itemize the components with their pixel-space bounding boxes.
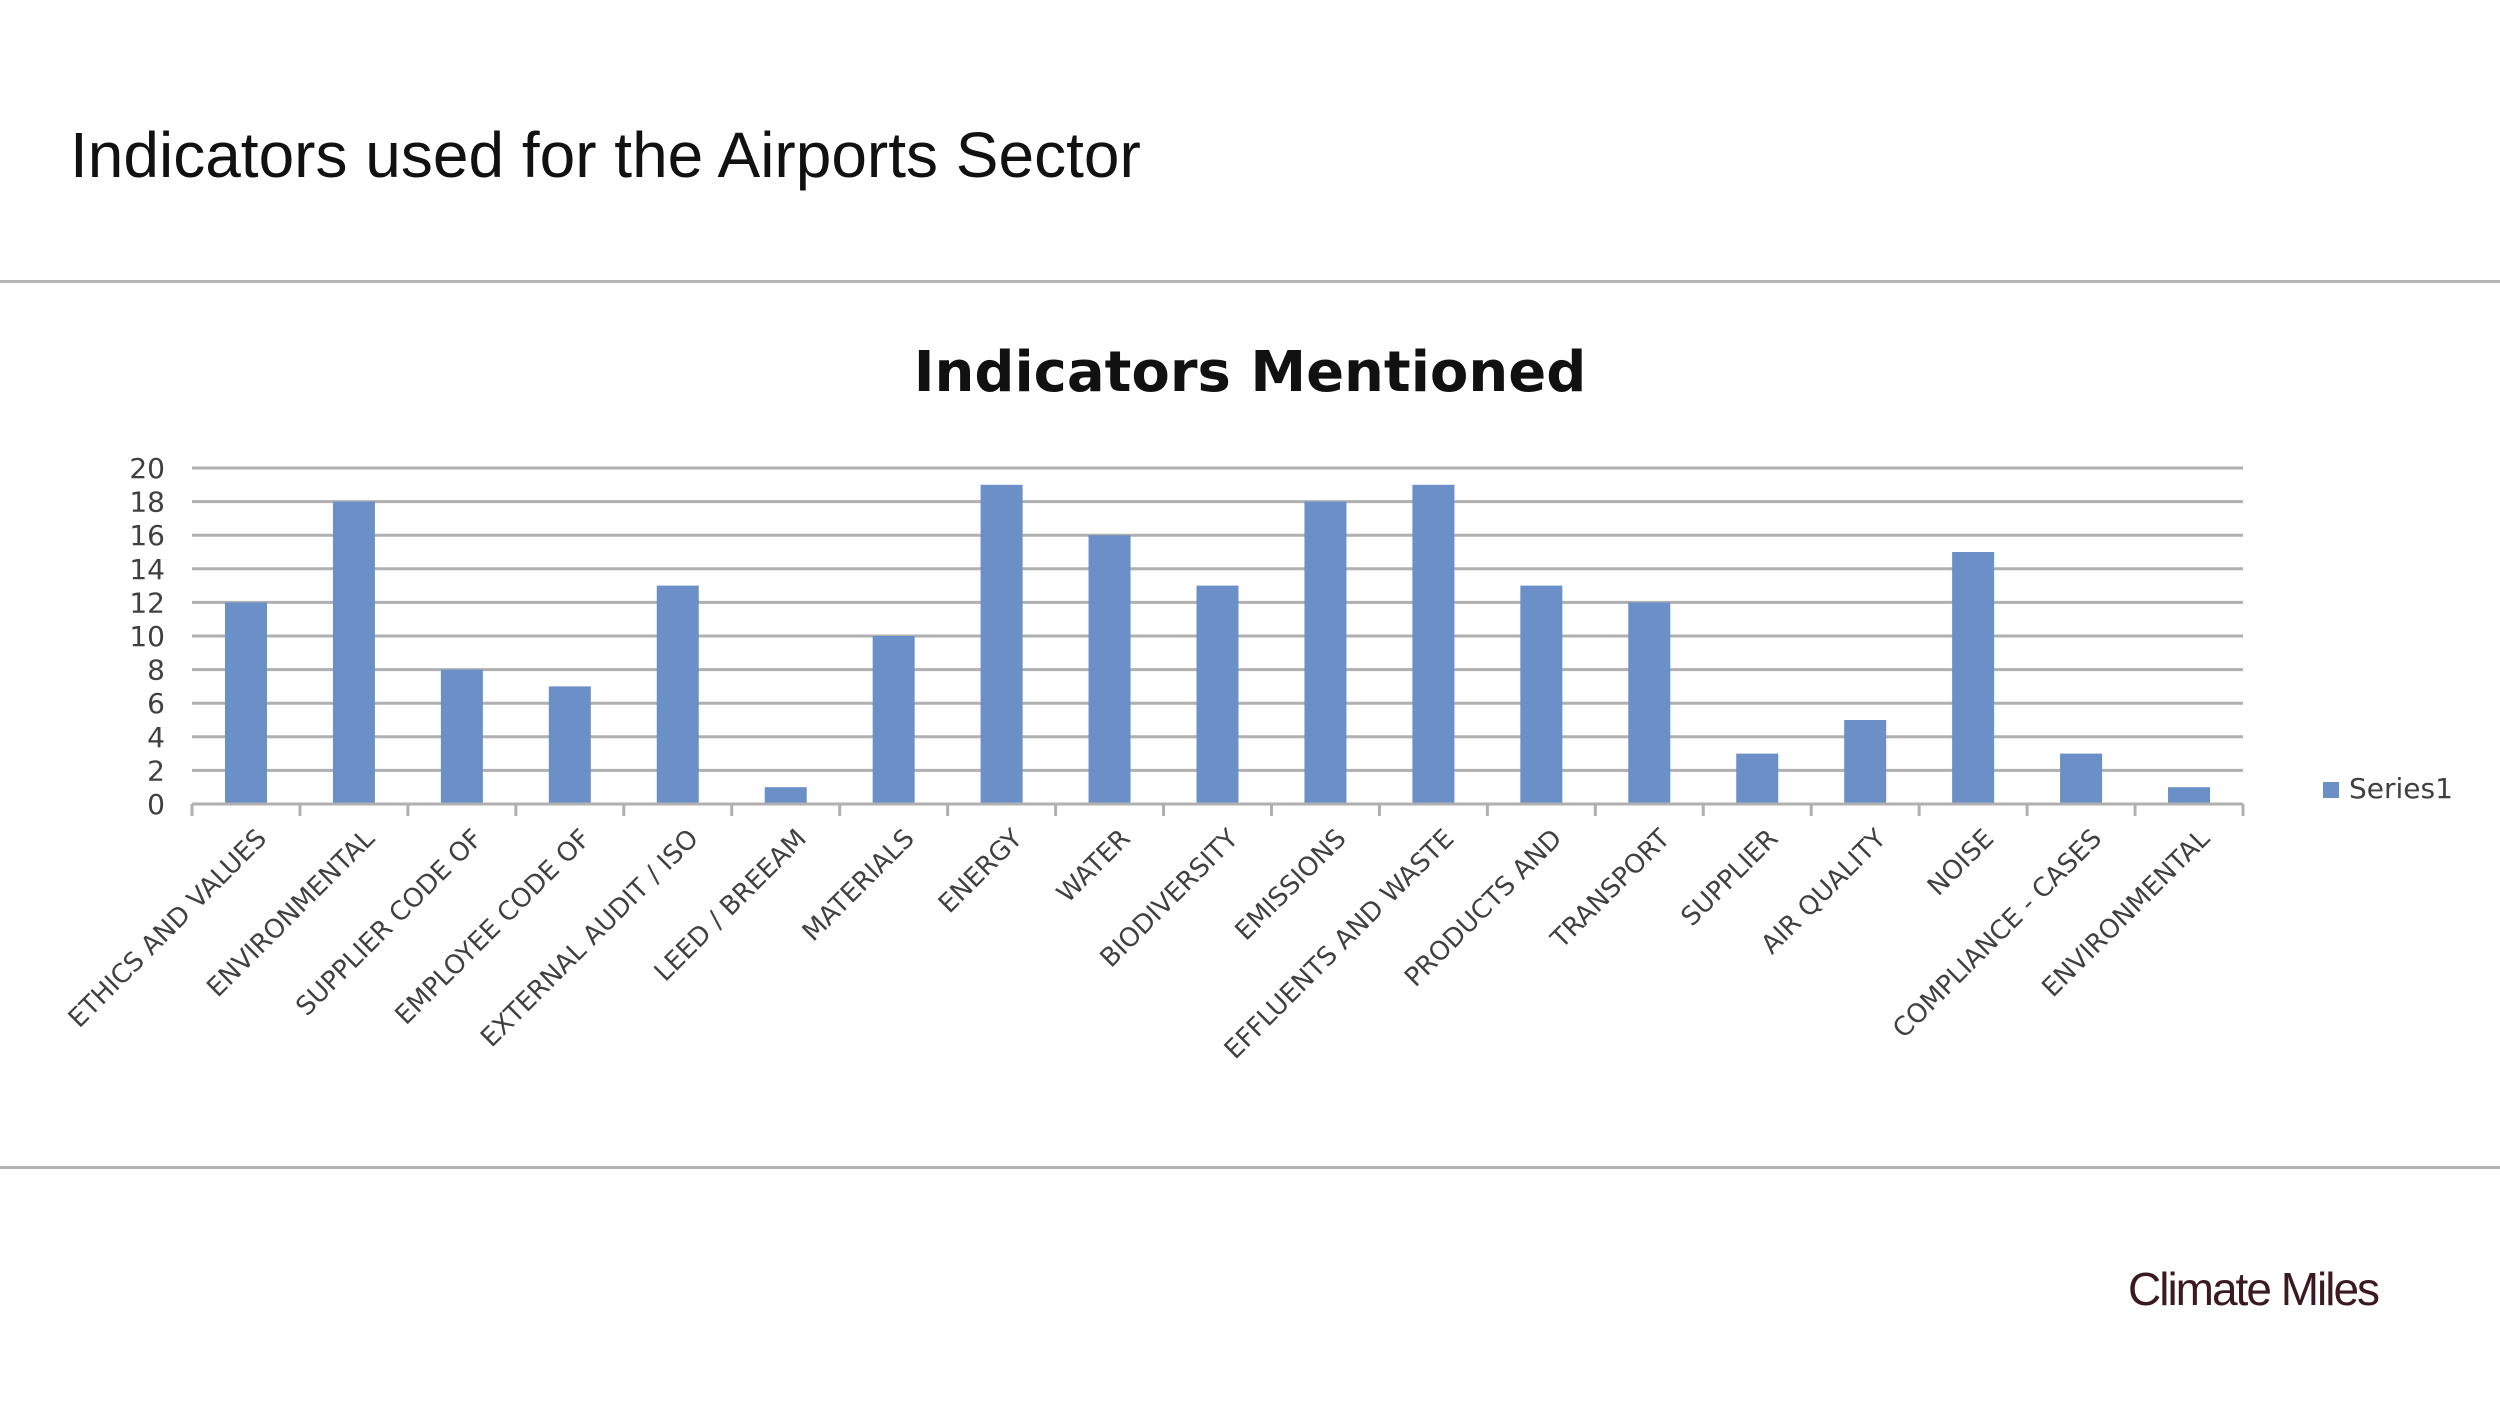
y-tick-label: 14 [129,553,165,586]
y-tick-label: 20 [129,452,165,485]
x-tick-label: NOISE [1922,824,2000,902]
chart-border-top [0,280,2500,283]
y-tick-label: 18 [129,486,165,519]
y-tick-label: 0 [147,788,165,821]
x-tick-label: ETHICS AND VALUES [63,824,273,1034]
slide-title: Indicators used for the Airports Sector [70,119,1141,191]
bar [1520,585,1563,804]
chart-title: Indicators Mentioned [914,340,1587,405]
bar [872,636,915,804]
bar [1304,501,1347,804]
y-tick-label: 4 [147,721,165,754]
chart-panel: Indicators Mentioned 0 2 4 6 8 10 12 14 16 18 20 E… [0,280,2500,1170]
bar [2168,787,2211,804]
x-tick-label: SUPPLIER [1676,824,1785,933]
bar [224,602,267,804]
x-tick-label: COMPLIANCE - CASES [1887,824,2108,1045]
bar [1412,484,1455,804]
bar [548,686,591,804]
bar [1088,535,1131,804]
y-tick-label: 12 [129,586,165,619]
x-tick-label: SUPPLIER CODE OF [290,824,488,1022]
y-tick-label: 2 [147,754,165,787]
legend-label: Series1 [2349,772,2453,805]
legend: Series1 [2323,772,2453,805]
bar [1952,552,1995,804]
y-tick-label: 16 [129,519,165,552]
x-tick-label: MATERIALS [797,824,921,948]
brand-logo: Climate Miles [2128,1263,2380,1315]
bar [2060,753,2103,804]
x-tick-label: EXTERNAL AUDIT / ISO [475,824,704,1053]
legend-swatch [2323,782,2339,798]
bar [332,501,375,804]
bar [440,669,483,804]
bar [1196,585,1239,804]
y-tick-label: 10 [129,620,165,653]
x-tick-label: EFFLUENTS AND WASTE [1219,824,1460,1065]
bar [1736,753,1779,804]
bars [224,484,2211,804]
x-axis-ticks [190,802,2245,816]
x-tick-label: ENERGY [933,824,1029,920]
x-tick-label: EMPLOYEE CODE OF [390,824,597,1031]
bar [1628,602,1671,804]
bar [1844,720,1887,804]
y-tick-label: 6 [147,687,165,720]
bar [764,787,807,804]
y-tick-label: 8 [147,654,165,687]
bar [656,585,699,804]
x-tick-label: WATER [1051,824,1136,909]
chart-border-bottom [0,1166,2500,1169]
bar [980,484,1023,804]
